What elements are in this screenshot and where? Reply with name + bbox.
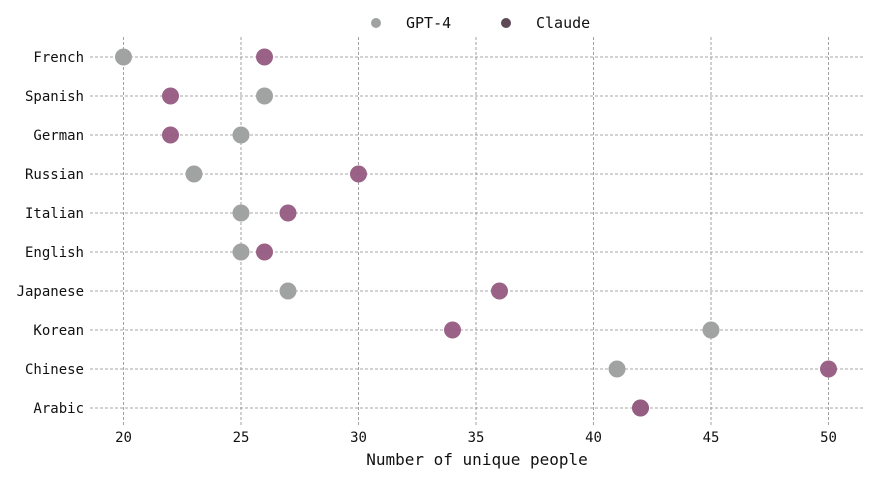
gpt4-point-english — [232, 243, 250, 261]
data-points — [115, 48, 837, 417]
y-tick-label: Japanese — [17, 284, 84, 300]
gpt4-point-russian — [185, 165, 203, 183]
legend-label: Claude — [536, 14, 590, 32]
claude-point-arabic — [632, 399, 649, 417]
gpt4-point-chinese — [608, 360, 626, 378]
legend-item-gpt4: GPT-4 — [371, 14, 451, 32]
claude-point-korean — [444, 321, 461, 339]
y-tick-label: English — [25, 245, 84, 261]
x-axis-title: Number of unique people — [366, 450, 588, 469]
x-tick-label: 30 — [350, 430, 367, 446]
x-tick-label: 45 — [703, 430, 720, 446]
claude-point-german — [162, 126, 179, 144]
gpt4-point-japanese — [279, 282, 297, 300]
gpt4-point-korean — [702, 321, 720, 339]
x-tick-labels: 20 25 30 35 40 45 50 — [115, 430, 837, 446]
claude-point-japanese — [491, 282, 508, 300]
gpt4-point-spanish — [256, 87, 273, 105]
y-tick-label: German — [33, 128, 84, 144]
y-tick-label: Russian — [25, 167, 84, 183]
claude-point-italian — [279, 204, 297, 222]
x-tick-label: 40 — [585, 430, 602, 446]
legend-marker — [371, 18, 381, 28]
legend-label: GPT-4 — [406, 14, 451, 32]
y-tick-label: Italian — [25, 206, 84, 222]
claude-point-spanish — [162, 87, 179, 105]
legend-item-claude: Claude — [501, 14, 590, 32]
y-tick-label: French — [33, 50, 84, 66]
legend-marker — [501, 18, 511, 28]
gpt4-point-italian — [232, 204, 250, 222]
claude-point-french — [256, 48, 273, 66]
y-tick-label: Korean — [33, 323, 84, 339]
y-tick-label: Arabic — [33, 401, 84, 417]
x-tick-label: 35 — [468, 430, 485, 446]
y-tick-label: Chinese — [25, 362, 84, 378]
legend: GPT-4 Claude — [371, 14, 590, 32]
y-tick-label: Spanish — [25, 89, 84, 105]
x-tick-label: 20 — [115, 430, 132, 446]
gpt4-point-german — [232, 126, 250, 144]
claude-point-russian — [350, 165, 367, 183]
gridlines — [90, 37, 864, 426]
x-tick-label: 25 — [233, 430, 250, 446]
x-tick-label: 50 — [820, 430, 837, 446]
claude-point-chinese — [820, 360, 837, 378]
claude-point-english — [256, 243, 273, 261]
gpt4-point-french — [115, 48, 132, 66]
y-tick-labels: French Spanish German Russian Italian English… — [17, 50, 84, 417]
